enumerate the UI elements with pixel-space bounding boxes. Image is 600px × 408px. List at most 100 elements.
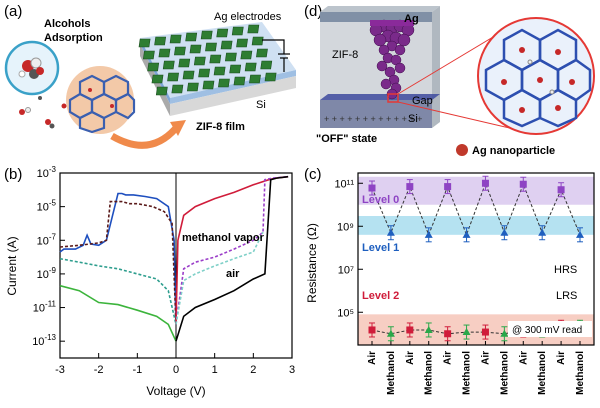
x-tick-label-c: Methanol (424, 351, 435, 395)
electrode-pad (182, 70, 195, 80)
x-axis-b: -3 -2 -1 0 1 2 3 (55, 173, 295, 376)
x-tick-label-c: Air (556, 351, 567, 365)
electrode-pad (224, 52, 237, 62)
electrode-pad (185, 32, 198, 42)
y-tick-label-c: 10⁵ (337, 307, 354, 319)
x-tick-label-b: 3 (289, 364, 295, 376)
electrode-pad (260, 60, 273, 70)
y-tick-label-b: 10-7 (37, 232, 57, 247)
gap-label: Gap (412, 95, 433, 107)
x-tick-label-c: Air (367, 351, 378, 365)
film-label: ZIF-8 film (196, 121, 245, 133)
y-tick-label-b: 10-5 (37, 199, 57, 214)
panel-c: (c) 10¹¹ 10⁹ 10⁷ 10⁵ Air Methanol Air Methanol… (300, 163, 600, 403)
substrate-label-d: Si (408, 113, 418, 125)
nanoparticle (394, 62, 406, 74)
nanoparticle-cone (369, 19, 415, 100)
nanoparticle (394, 44, 406, 56)
circuit (262, 39, 290, 72)
electrode-pad (218, 78, 230, 88)
electrode-pad (264, 72, 277, 82)
x-tick-label-b: 2 (250, 364, 256, 376)
electrode-array (138, 24, 277, 96)
electrode-pad (202, 80, 215, 90)
panel-c-letter: (c) (304, 166, 322, 183)
electrode-pad (200, 30, 213, 40)
data-point (557, 186, 565, 194)
electrode-pad (155, 86, 168, 96)
y-tick-label-b: 10-13 (32, 333, 56, 348)
data-point (406, 326, 414, 334)
electrode-pad (256, 48, 268, 58)
iv-curve (175, 231, 264, 325)
read-label-box (508, 321, 592, 337)
plus-signs: + + + + + + + + + + + + + (324, 114, 422, 124)
electrode-pad (167, 72, 179, 82)
bubble-label-line2: Adsorption (44, 32, 103, 44)
y-axis-label-c: Resistance (Ω) (305, 223, 319, 303)
nanoparticle-legend-label: Ag nanoparticle (472, 145, 555, 157)
electrode-pad (162, 60, 175, 70)
electrode-pad (198, 68, 211, 78)
gap-marker (387, 93, 399, 103)
data-point (444, 330, 452, 338)
x-tick-label-c: Methanol (386, 351, 397, 395)
hrs-label: HRS (554, 264, 577, 276)
substrate-label-a: Si (256, 99, 266, 111)
annotation-methanol: methanol vapor (182, 232, 265, 244)
electrode-pad (174, 46, 186, 56)
electrode-pad (244, 62, 257, 72)
electrode-pad (249, 74, 261, 84)
x-tick-label-c: Air (480, 351, 491, 365)
electrode-pad (154, 36, 167, 46)
x-axis-c: Air Methanol Air Methanol Air Methanol Air Meth… (367, 341, 586, 395)
x-axis-label-b: Voltage (V) (146, 384, 205, 398)
nanoparticle (397, 33, 411, 47)
electrode-pad (205, 42, 217, 52)
x-tick-label-b: 0 (173, 364, 179, 376)
y-axis-b: 10-3 10-5 10-7 10-9 10-11 10-13 (32, 165, 65, 348)
y-axis-c: 10¹¹ 10⁹ 10⁷ 10⁵ (334, 178, 363, 319)
panel-b: (b) 10-3 10-5 10-7 10-9 10-11 10-13 -3 -2 -1 0 1 2… (0, 163, 300, 403)
nanoparticle (376, 60, 388, 72)
iv-curve (175, 175, 289, 342)
data-point (481, 179, 489, 187)
transfer-arrow (110, 125, 179, 149)
electrode-pad (213, 66, 226, 76)
electrode-pad (186, 82, 199, 92)
iv-curve (59, 192, 177, 325)
plot-frame-c (357, 172, 595, 346)
panel-d-letter: (d) (304, 3, 322, 20)
data-point (519, 180, 527, 188)
x-tick-label-c: Methanol (537, 351, 548, 395)
y-tick-label-c: 10⁷ (338, 264, 354, 276)
state-label: "OFF" state (316, 133, 377, 145)
electrode-pad (151, 74, 164, 84)
iv-curve (59, 284, 177, 342)
data-point (538, 228, 547, 236)
x-tick-label-c: Air (518, 351, 529, 365)
transfer-arrow-head (170, 120, 186, 136)
nanoparticle-legend-icon (456, 144, 468, 156)
lrs-label: LRS (556, 290, 577, 302)
iv-curve (175, 175, 289, 325)
data-point (500, 228, 509, 236)
read-label: @ 300 mV read (512, 325, 582, 336)
electrode-pad (216, 28, 229, 38)
x-tick-label-c: Methanol (575, 351, 586, 395)
panel-a: (a) Alcohols Adsorption (0, 0, 300, 165)
y-tick-label-b: 10-9 (37, 266, 57, 281)
electrode-pad (247, 24, 260, 34)
nanoparticle (380, 78, 392, 90)
y-tick-label-b: 10-3 (37, 165, 57, 180)
panel-b-letter: (b) (4, 166, 22, 183)
adsorption-bubble (4, 40, 60, 96)
level-band (358, 216, 594, 235)
electrode-pad (147, 62, 160, 72)
electrodes-label: Ag electrodes (214, 11, 282, 23)
data-point (462, 328, 471, 336)
electrode-pad (233, 76, 246, 86)
data-point (424, 230, 433, 238)
data-point (576, 230, 584, 238)
iv-curve (175, 175, 289, 325)
